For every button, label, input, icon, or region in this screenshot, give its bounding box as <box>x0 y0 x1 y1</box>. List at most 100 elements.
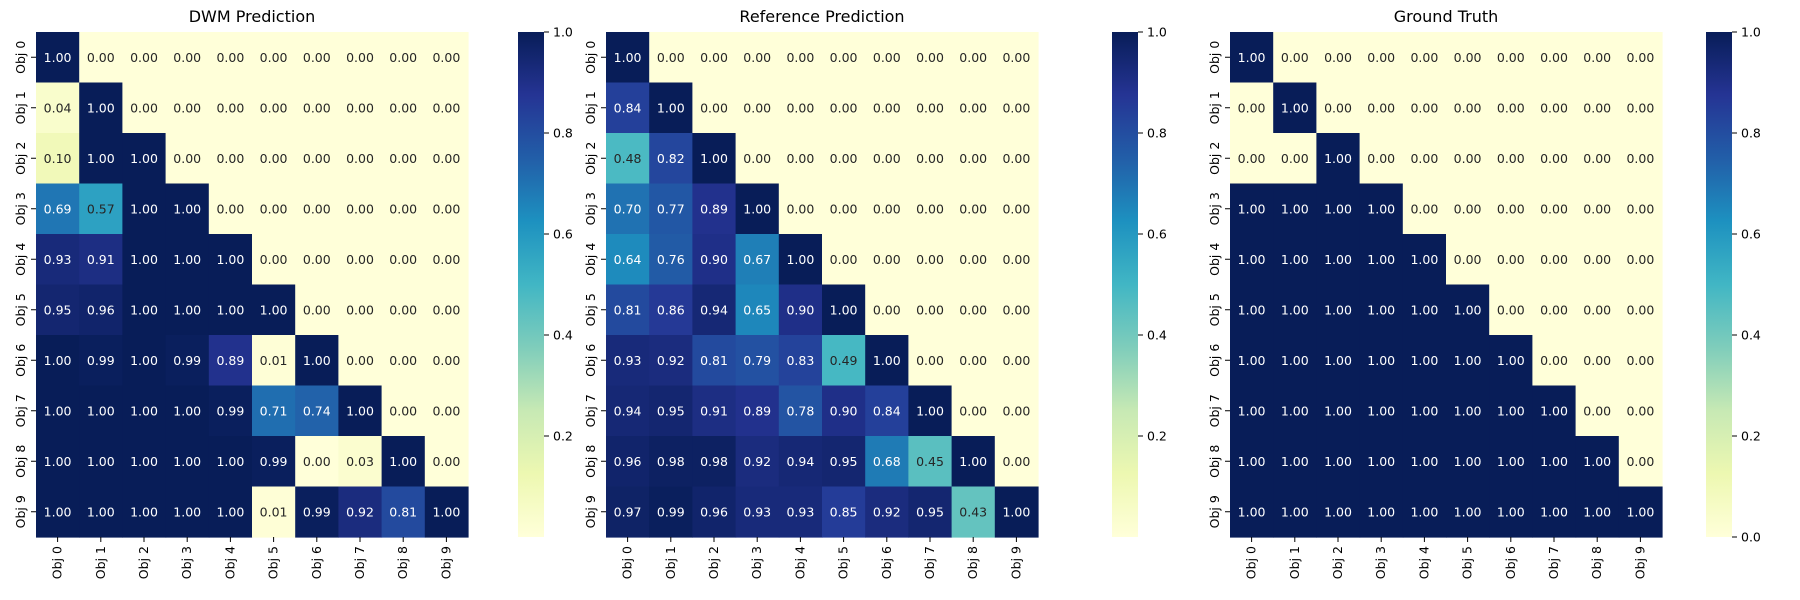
cell-value-label: 0.00 <box>873 100 901 115</box>
cell-value-label: 0.00 <box>959 201 987 216</box>
heatmap-cell <box>1618 486 1663 538</box>
heatmap-cell <box>165 183 210 235</box>
cell-value-label: 0.00 <box>260 151 288 166</box>
heatmap-cell <box>606 284 650 336</box>
colorbar-tick-label: 0.8 <box>1741 126 1761 141</box>
y-tick-label: Obj 4 <box>13 243 28 276</box>
heatmap-cell <box>822 284 866 336</box>
cell-value-label: 0.00 <box>1238 151 1266 166</box>
colorbar-tick-label: 0.4 <box>1741 328 1761 343</box>
cell-value-label: 0.00 <box>260 100 288 115</box>
cell-value-label: 0.00 <box>432 454 460 469</box>
y-tick-label: Obj 7 <box>13 394 28 427</box>
y-tick-label: Obj 3 <box>583 192 598 225</box>
heatmap-cell <box>1316 82 1361 134</box>
heatmap-cell <box>36 82 80 134</box>
heatmap-cell <box>1489 183 1533 235</box>
heatmap-cell <box>951 486 996 538</box>
heatmap-cell <box>735 82 780 134</box>
cell-value-label: 1.00 <box>1238 454 1266 469</box>
x-tick-label: Obj 0 <box>50 546 65 579</box>
cell-value-label: 0.00 <box>260 201 288 216</box>
heatmap-cell <box>822 385 866 437</box>
heatmap-cell <box>381 133 426 185</box>
heatmap-cell <box>1446 284 1490 336</box>
y-tick-label: Obj 5 <box>583 293 598 326</box>
cell-value-label: 0.00 <box>389 353 417 368</box>
cell-value-label: 1.00 <box>44 403 72 418</box>
cell-value-label: 1.00 <box>216 504 244 519</box>
heatmap-cell <box>951 133 996 185</box>
cell-value-label: 0.01 <box>260 504 288 519</box>
cell-value-label: 0.00 <box>873 201 901 216</box>
cell-value-label: 1.00 <box>1367 201 1395 216</box>
heatmap-cell <box>865 82 909 134</box>
cell-value-label: 0.65 <box>743 302 771 317</box>
x-tick-label: Obj 5 <box>836 546 851 579</box>
y-tick-label: Obj 4 <box>583 243 598 276</box>
heatmap-cell <box>122 284 167 336</box>
heatmap-cell <box>36 234 80 286</box>
cell-value-label: 0.00 <box>786 100 814 115</box>
heatmap-cell <box>1230 183 1274 235</box>
cell-value-label: 0.00 <box>1002 403 1030 418</box>
heatmap-cell <box>79 436 123 488</box>
cell-value-label: 0.00 <box>1410 201 1438 216</box>
cell-value-label: 1.00 <box>1410 353 1438 368</box>
cell-value-label: 0.00 <box>173 151 201 166</box>
cell-value-label: 1.00 <box>1454 302 1482 317</box>
cell-value-label: 0.45 <box>916 454 944 469</box>
heatmap-cell <box>1402 32 1447 84</box>
heatmap-cell <box>1273 133 1317 185</box>
heatmap-cell <box>1316 335 1361 387</box>
heatmap-cell <box>1446 183 1490 235</box>
cell-value-label: 1.00 <box>1324 403 1352 418</box>
cell-value-label: 0.77 <box>657 201 685 216</box>
heatmap-cell <box>606 32 650 84</box>
heatmap-cell <box>1489 284 1533 336</box>
heatmap-cell <box>692 82 737 134</box>
cell-value-label: 0.00 <box>1454 201 1482 216</box>
cell-value-label: 1.00 <box>1540 454 1568 469</box>
heatmap-cell <box>1230 32 1274 84</box>
cell-value-label: 1.00 <box>1410 454 1438 469</box>
cell-value-label: 0.00 <box>432 201 460 216</box>
heatmap-cell <box>1359 486 1404 538</box>
cell-value-label: 0.00 <box>389 302 417 317</box>
cell-value-label: 0.92 <box>873 504 901 519</box>
heatmap-cell <box>252 284 296 336</box>
heatmap-cell <box>1230 486 1274 538</box>
cell-value-label: 1.00 <box>1540 403 1568 418</box>
heatmap-cell <box>295 82 339 134</box>
heatmap-cell <box>606 133 650 185</box>
cell-value-label: 1.00 <box>346 403 374 418</box>
heatmap-cell <box>1316 234 1361 286</box>
heatmap-cell <box>79 32 123 84</box>
heatmap-cell <box>865 486 909 538</box>
heatmap-cell <box>1489 82 1533 134</box>
cell-value-label: 0.03 <box>346 454 374 469</box>
cell-value-label: 0.64 <box>614 252 642 267</box>
heatmap-cell <box>381 335 426 387</box>
cell-value-label: 0.00 <box>303 252 331 267</box>
cell-value-label: 0.89 <box>216 353 244 368</box>
heatmap-cell <box>865 436 909 488</box>
cell-value-label: 1.00 <box>173 504 201 519</box>
heatmap-cell <box>778 234 823 286</box>
cell-value-label: 0.00 <box>1497 100 1525 115</box>
heatmap-cell <box>606 234 650 286</box>
heatmap-cell <box>951 32 996 84</box>
heatmap-cell <box>1402 183 1447 235</box>
heatmap-cell <box>865 335 909 387</box>
cell-value-label: 0.00 <box>830 100 858 115</box>
colorbar-tick-label: 0.2 <box>1147 429 1167 444</box>
heatmap-cell <box>1359 284 1404 336</box>
cell-value-label: 0.00 <box>916 151 944 166</box>
cell-value-label: 0.90 <box>786 302 814 317</box>
heatmap-cell <box>252 82 296 134</box>
heatmap-cell <box>1575 183 1620 235</box>
cell-value-label: 0.91 <box>87 252 115 267</box>
cell-value-label: 1.00 <box>1626 504 1654 519</box>
cell-value-label: 1.00 <box>1238 201 1266 216</box>
cell-value-label: 1.00 <box>1281 100 1309 115</box>
